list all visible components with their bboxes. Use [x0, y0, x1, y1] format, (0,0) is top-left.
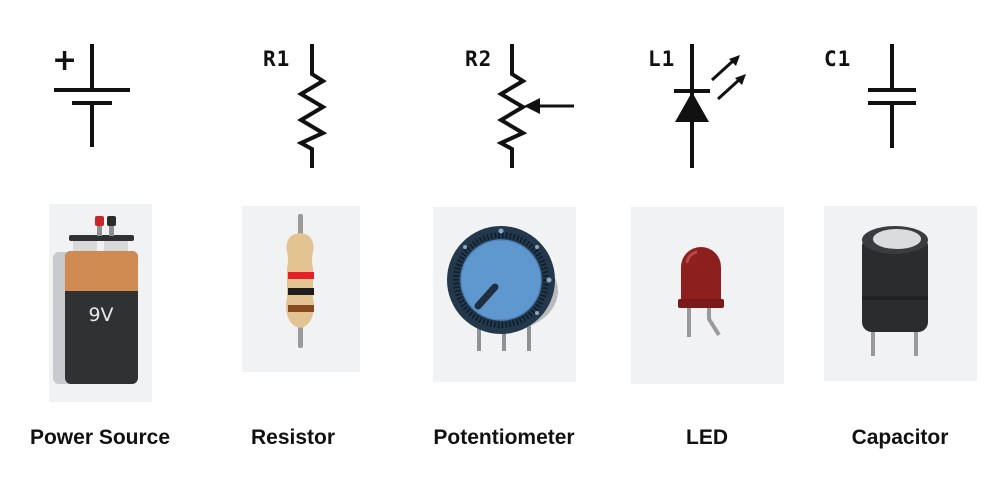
battery-symbol-icon	[54, 44, 130, 147]
capacitor-electrolytic-icon	[862, 226, 928, 356]
battery-9v-icon	[53, 216, 138, 384]
led-symbol	[668, 44, 748, 168]
resistor-icon	[286, 214, 314, 348]
component-name-potentiometer: Potentiometer	[433, 426, 575, 449]
battery-voltage-label: 9V	[88, 304, 114, 326]
led-ref-label: L1	[648, 47, 676, 71]
resistor-symbol-icon	[296, 44, 328, 168]
capacitor-illustration	[824, 206, 977, 381]
component-name-resistor: Resistor	[250, 426, 336, 449]
led-illustration	[631, 207, 784, 384]
component-name-power-source: Power Source	[29, 426, 171, 449]
resistor-symbol	[292, 44, 332, 168]
component-name-capacitor: Capacitor	[851, 426, 949, 449]
battery-symbol: +	[40, 40, 140, 155]
potentiometer-illustration	[433, 207, 576, 382]
capacitor-symbol	[862, 44, 922, 150]
capacitor-ref-label: C1	[824, 47, 852, 71]
resistor-ref-label: R1	[263, 47, 291, 71]
plus-sign: +	[52, 43, 78, 78]
battery-illustration: 9V	[49, 204, 152, 402]
potentiometer-symbol	[492, 44, 576, 168]
led-symbol-icon	[674, 44, 746, 168]
component-name-led: LED	[686, 426, 728, 449]
potentiometer-ref-label: R2	[465, 47, 493, 71]
capacitor-symbol-icon	[868, 44, 916, 148]
potentiometer-knob-icon	[447, 226, 558, 351]
led-red-icon	[678, 247, 724, 337]
resistor-illustration	[242, 206, 360, 372]
potentiometer-symbol-icon	[496, 44, 574, 168]
